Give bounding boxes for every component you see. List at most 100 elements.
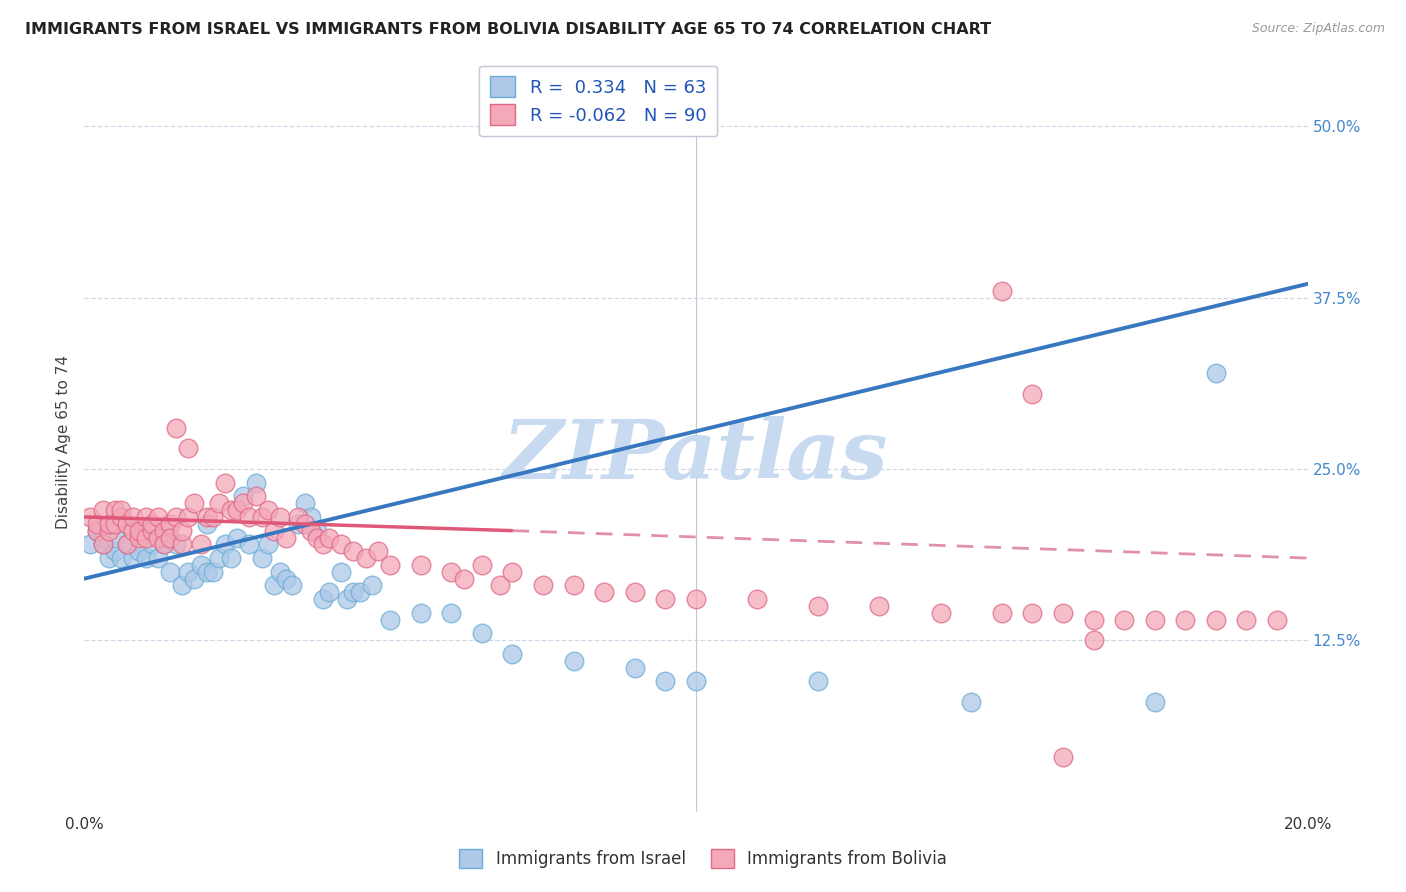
Point [250, 510, 273, 524]
Point [128, 524, 150, 538]
Point [624, 661, 647, 675]
Point [165, 537, 187, 551]
Point [440, 565, 463, 579]
Point [86, 524, 108, 538]
Point [269, 565, 291, 579]
Point [172, 537, 194, 551]
Legend: Immigrants from Israel, Immigrants from Bolivia: Immigrants from Israel, Immigrants from … [453, 842, 953, 875]
Point [318, 531, 340, 545]
Point [929, 606, 952, 620]
Point [250, 551, 273, 566]
Point [115, 516, 138, 531]
Point [299, 510, 322, 524]
Point [1083, 613, 1105, 627]
Point [336, 592, 359, 607]
Point [232, 496, 254, 510]
Point [165, 510, 187, 524]
Point [354, 551, 377, 566]
Point [807, 674, 830, 689]
Point [342, 585, 364, 599]
Point [276, 572, 298, 586]
Point [257, 503, 280, 517]
Point [245, 489, 267, 503]
Point [226, 503, 249, 517]
Point [960, 695, 983, 709]
Point [380, 558, 402, 572]
Point [153, 524, 176, 538]
Point [195, 510, 218, 524]
Point [294, 516, 316, 531]
Point [409, 558, 432, 572]
Point [195, 516, 218, 531]
Point [159, 531, 181, 545]
Point [1114, 613, 1136, 627]
Point [318, 585, 340, 599]
Point [991, 284, 1014, 298]
Point [502, 565, 524, 579]
Point [86, 524, 108, 538]
Point [360, 578, 382, 592]
Point [330, 565, 353, 579]
Point [135, 531, 157, 545]
Point [1052, 606, 1074, 620]
Point [141, 524, 163, 538]
Point [177, 442, 200, 456]
Point [201, 510, 224, 524]
Point [165, 421, 187, 435]
Point [91, 537, 114, 551]
Text: Source: ZipAtlas.com: Source: ZipAtlas.com [1251, 22, 1385, 36]
Point [115, 537, 138, 551]
Point [471, 626, 494, 640]
Point [1143, 613, 1166, 627]
Point [1205, 366, 1227, 380]
Point [305, 531, 328, 545]
Point [1265, 613, 1288, 627]
Point [190, 558, 212, 572]
Point [122, 510, 145, 524]
Point [201, 565, 224, 579]
Point [562, 578, 585, 592]
Point [79, 537, 101, 551]
Point [1052, 750, 1074, 764]
Point [685, 674, 707, 689]
Point [502, 647, 524, 661]
Point [238, 510, 260, 524]
Point [1205, 613, 1227, 627]
Point [232, 489, 254, 503]
Point [128, 531, 150, 545]
Point [380, 613, 402, 627]
Point [97, 524, 120, 538]
Point [489, 578, 512, 592]
Point [104, 544, 127, 558]
Point [110, 503, 132, 517]
Point [146, 551, 169, 566]
Point [287, 510, 309, 524]
Point [281, 578, 304, 592]
Y-axis label: Disability Age 65 to 74: Disability Age 65 to 74 [56, 354, 72, 529]
Text: ZIPatlas: ZIPatlas [503, 417, 889, 496]
Point [342, 544, 364, 558]
Point [312, 592, 335, 607]
Point [294, 496, 316, 510]
Point [991, 606, 1014, 620]
Point [153, 537, 176, 551]
Point [122, 524, 145, 538]
Point [79, 510, 101, 524]
Point [214, 537, 236, 551]
Point [135, 551, 157, 566]
Point [654, 592, 676, 607]
Point [219, 503, 242, 517]
Point [807, 599, 830, 613]
Point [128, 544, 150, 558]
Point [86, 516, 108, 531]
Point [146, 510, 169, 524]
Point [226, 531, 249, 545]
Text: IMMIGRANTS FROM ISRAEL VS IMMIGRANTS FROM BOLIVIA DISABILITY AGE 65 TO 74 CORREL: IMMIGRANTS FROM ISRAEL VS IMMIGRANTS FRO… [25, 22, 991, 37]
Point [104, 516, 127, 531]
Point [91, 537, 114, 551]
Point [190, 537, 212, 551]
Point [312, 537, 335, 551]
Point [257, 537, 280, 551]
Point [214, 475, 236, 490]
Point [299, 524, 322, 538]
